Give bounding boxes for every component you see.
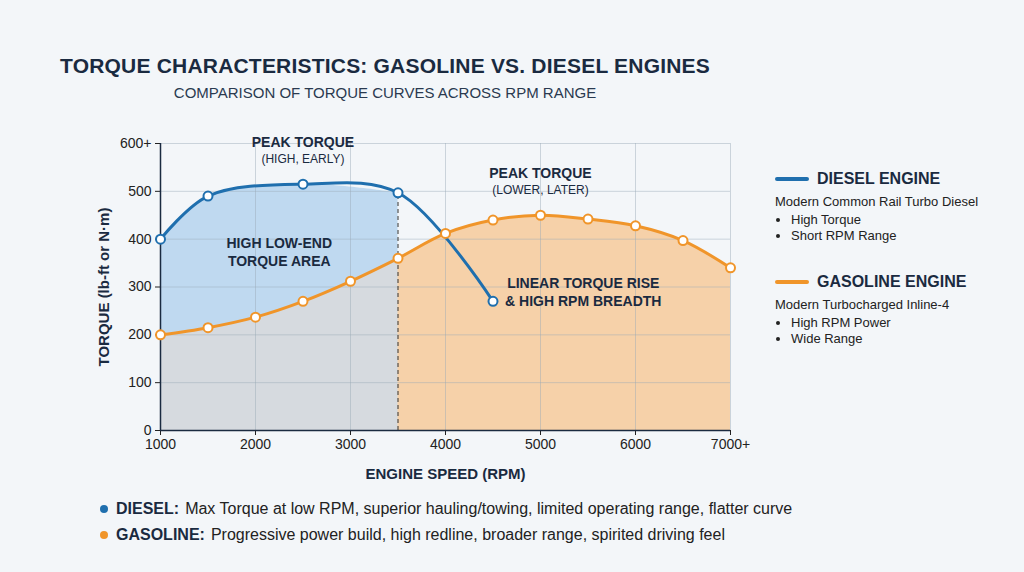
html-text:GASOLINE: Progressive power bu: GASOLINE: Progressive power build, high … [116, 526, 725, 543]
html-text:DIESEL: Max Torque at low RPM,: DIESEL: Max Torque at low RPM, superior … [116, 500, 793, 517]
html-text:High Torque: High Torque [791, 212, 861, 227]
html-text:Wide Range: Wide Range [791, 331, 863, 346]
html-text:Modern Common Rail Turbo Diese: Modern Common Rail Turbo Diesel [775, 194, 978, 209]
html-text:DIESEL ENGINE: DIESEL ENGINE [817, 170, 941, 187]
html-text:GASOLINE ENGINE: GASOLINE ENGINE [817, 273, 967, 290]
html-text:Modern Turbocharged Inline-4: Modern Turbocharged Inline-4 [775, 297, 950, 312]
svg-text:HIGH LOW-END: HIGH LOW-END [227, 235, 333, 251]
svg-text:PEAK TORQUE: PEAK TORQUE [489, 165, 591, 181]
svg-text:300: 300 [128, 278, 152, 294]
svg-text:100: 100 [128, 374, 152, 390]
svg-text:400: 400 [128, 231, 152, 247]
svg-text:(LOWER, LATER): (LOWER, LATER) [492, 183, 588, 197]
svg-text:& HIGH RPM BREADTH: & HIGH RPM BREADTH [505, 293, 661, 309]
svg-text:0: 0 [143, 422, 152, 438]
svg-text:500: 500 [128, 183, 152, 199]
html-text:TORQUE CHARACTERISTICS: GASOLI: TORQUE CHARACTERISTICS: GASOLINE VS. DIE… [60, 54, 710, 77]
html-text:Short RPM Range: Short RPM Range [791, 228, 897, 243]
svg-text:200: 200 [128, 326, 152, 342]
svg-text:(HIGH, EARLY): (HIGH, EARLY) [261, 152, 344, 166]
svg-text:4000: 4000 [430, 436, 461, 452]
svg-text:PEAK TORQUE: PEAK TORQUE [252, 134, 354, 150]
svg-text:TORQUE AREA: TORQUE AREA [228, 253, 331, 269]
svg-text:1000: 1000 [145, 436, 176, 452]
html-text:COMPARISON OF TORQUE CURVES AC: COMPARISON OF TORQUE CURVES ACROSS RPM R… [173, 84, 597, 101]
svg-text:3000: 3000 [335, 436, 366, 452]
svg-text:600+: 600+ [120, 135, 152, 151]
svg-text:7000+: 7000+ [711, 436, 750, 452]
svg-text:2000: 2000 [240, 436, 271, 452]
svg-text:LINEAR TORQUE RISE: LINEAR TORQUE RISE [507, 275, 659, 291]
svg-text:TORQUE (lb-ft or N·m): TORQUE (lb-ft or N·m) [95, 208, 112, 367]
svg-text:6000: 6000 [620, 436, 651, 452]
svg-text:ENGINE SPEED (RPM): ENGINE SPEED (RPM) [365, 465, 525, 482]
svg-text:5000: 5000 [525, 436, 556, 452]
html-text:High RPM Power: High RPM Power [791, 315, 891, 330]
